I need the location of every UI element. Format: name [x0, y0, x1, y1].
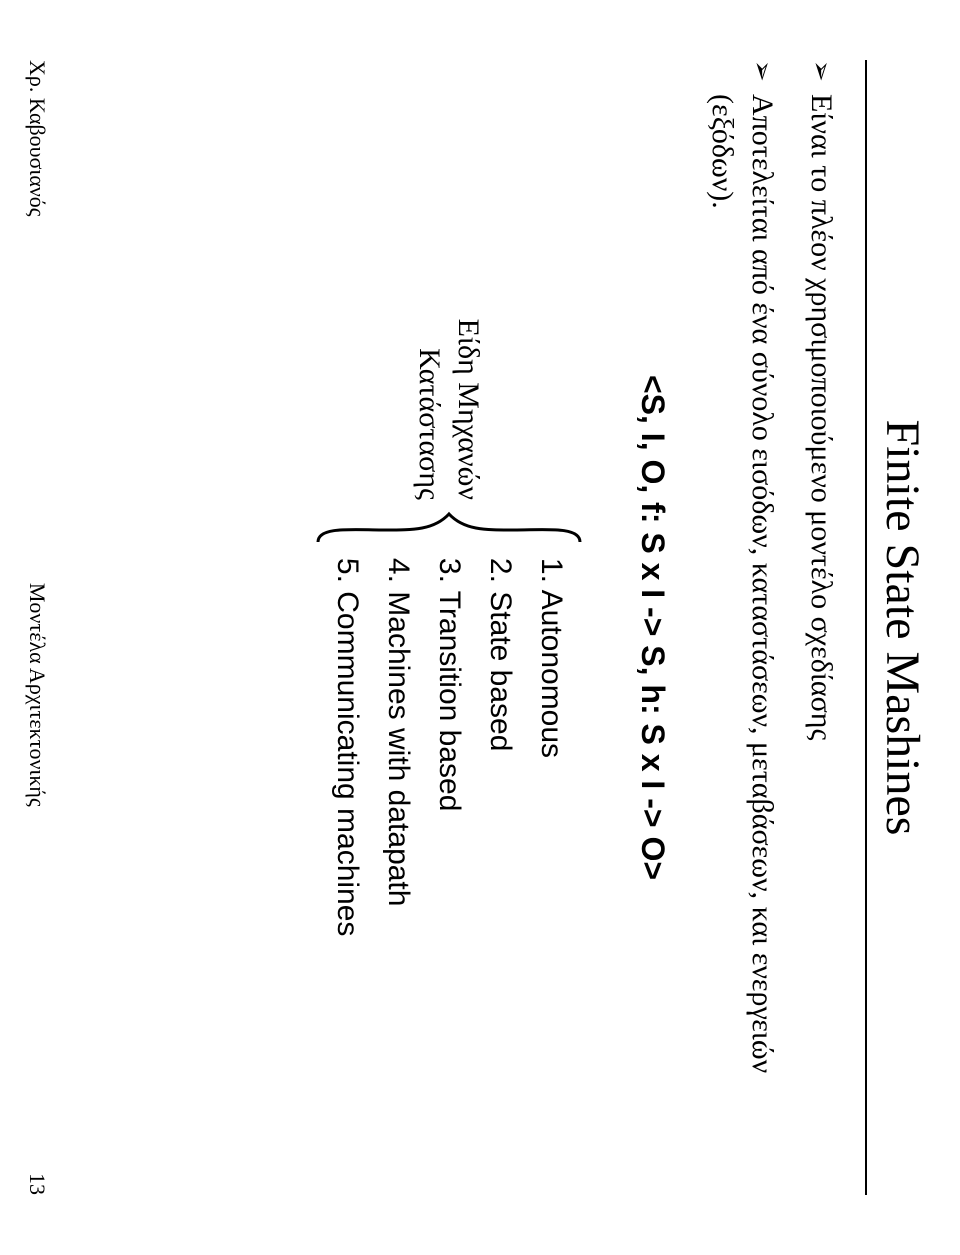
bullet-item: Αποτελείται από ένα σύνολο εισόδων, κατα… — [702, 60, 783, 1195]
types-item-label: Autonomous — [535, 590, 568, 758]
types-item-label: Transition based — [433, 591, 466, 812]
types-item-label: Machines with datapath — [382, 591, 415, 906]
slide: Finite State Mashines Είναι το πλέον χρη… — [0, 0, 960, 1255]
footer-title: Μοντέλα Αρχιτεκτονικής — [24, 583, 50, 807]
types-label-line: Κατάστασης — [414, 348, 447, 500]
types-list: 1. Autonomous 2. State based 3. Transiti… — [322, 558, 577, 937]
types-item: 1. Autonomous — [526, 558, 577, 937]
footer-author: Χρ. Καβουσιανός — [24, 60, 50, 217]
bullet-list: Είναι το πλέον χρησιμοποιούμενο μοντέλο … — [702, 60, 842, 1195]
slide-footer: Χρ. Καβουσιανός Μοντέλα Αρχιτεκτονικής 1… — [24, 60, 50, 1195]
types-item: 5. Communicating machines — [322, 558, 373, 937]
bullet-item: Είναι το πλέον χρησιμοποιούμενο μοντέλο … — [801, 60, 842, 1195]
types-row: Είδη Μηχανών Κατάστασης 1. Autonomous 2.… — [315, 60, 585, 1195]
curly-brace-icon — [315, 508, 585, 550]
types-item: 4. Machines with datapath — [373, 558, 424, 937]
types-item: 2. State based — [475, 558, 526, 937]
types-item-label: Communicating machines — [331, 591, 364, 936]
types-item: 3. Transition based — [424, 558, 475, 937]
title-rule — [865, 60, 867, 1195]
types-label: Είδη Μηχανών Κατάστασης — [411, 319, 489, 500]
types-label-line: Είδη Μηχανών — [453, 319, 486, 500]
slide-title: Finite State Mashines — [875, 60, 930, 1195]
footer-page-number: 13 — [24, 1173, 50, 1195]
types-item-label: State based — [484, 591, 517, 751]
fsm-formula: <S, I, O, f: S x I -> S, h: S x I -> O> — [635, 60, 672, 1195]
